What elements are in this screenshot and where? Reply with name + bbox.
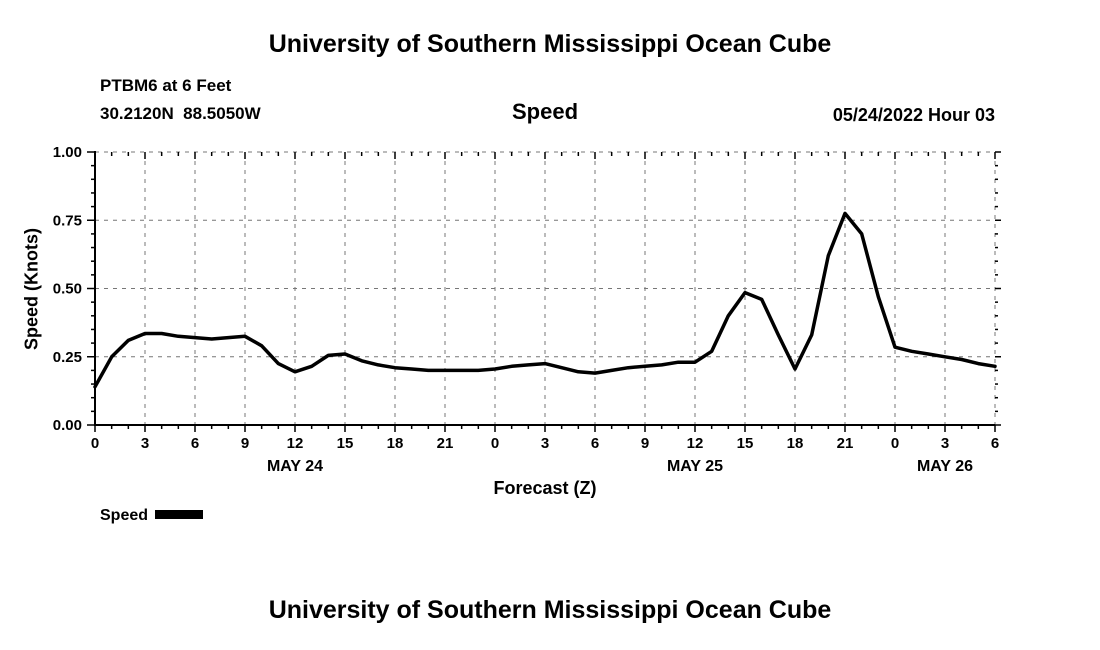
forecast-datetime: 05/24/2022 Hour 03 <box>832 105 995 125</box>
x-tick-label: 18 <box>787 435 804 452</box>
gridlines <box>95 151 996 425</box>
y-tick-label: 0.50 <box>53 281 82 298</box>
legend-label: Speed <box>100 507 149 524</box>
x-tick-label: 0 <box>891 435 899 452</box>
x-tick-label: 12 <box>287 435 304 452</box>
x-axis-title: Forecast (Z) <box>493 478 597 498</box>
day-label: MAY 26 <box>917 458 973 475</box>
x-tick-label: 12 <box>687 435 704 452</box>
page-title-bottom: University of Southern Mississippi Ocean… <box>268 596 832 624</box>
day-label: MAY 25 <box>667 458 723 475</box>
x-tick-label: 0 <box>91 435 99 452</box>
x-tick-label: 3 <box>941 435 949 452</box>
x-tick-label: 3 <box>141 435 149 452</box>
x-tick-label: 21 <box>837 435 854 452</box>
x-tick-label: 21 <box>437 435 454 452</box>
page-title-top: University of Southern Mississippi Ocean… <box>268 30 832 58</box>
legend: Speed <box>100 507 204 525</box>
station-coordinates: 30.2120N 88.5050W <box>100 104 261 123</box>
day-label: MAY 24 <box>267 458 323 475</box>
legend-line-swatch <box>155 510 204 520</box>
x-tick-label: 15 <box>737 435 754 452</box>
x-tick-label: 6 <box>191 435 199 452</box>
axis-ticks <box>87 151 1001 432</box>
x-tick-label: 9 <box>241 435 249 452</box>
speed-series-line <box>93 211 997 389</box>
y-tick-label: 0.00 <box>53 417 82 434</box>
x-tick-label: 0 <box>491 435 499 452</box>
y-tick-label: 0.75 <box>53 212 82 229</box>
x-tick-label: 3 <box>541 435 549 452</box>
x-tick-label: 15 <box>337 435 354 452</box>
y-tick-label: 0.25 <box>53 349 82 366</box>
x-tick-label: 18 <box>387 435 404 452</box>
axis-tick-labels: 0.00 0.25 0.50 0.75 1.00 0 3 6 9 12 15 18 21 0 3 6 9 12 15… <box>53 144 999 475</box>
axes <box>94 151 995 426</box>
chart-subtitle: Speed <box>511 99 579 124</box>
station-name: PTBM6 at 6 Feet <box>100 76 232 95</box>
x-tick-label: 6 <box>991 435 999 452</box>
x-tick-label: 9 <box>641 435 649 452</box>
x-tick-label: 6 <box>591 435 599 452</box>
y-tick-label: 1.00 <box>53 144 82 161</box>
